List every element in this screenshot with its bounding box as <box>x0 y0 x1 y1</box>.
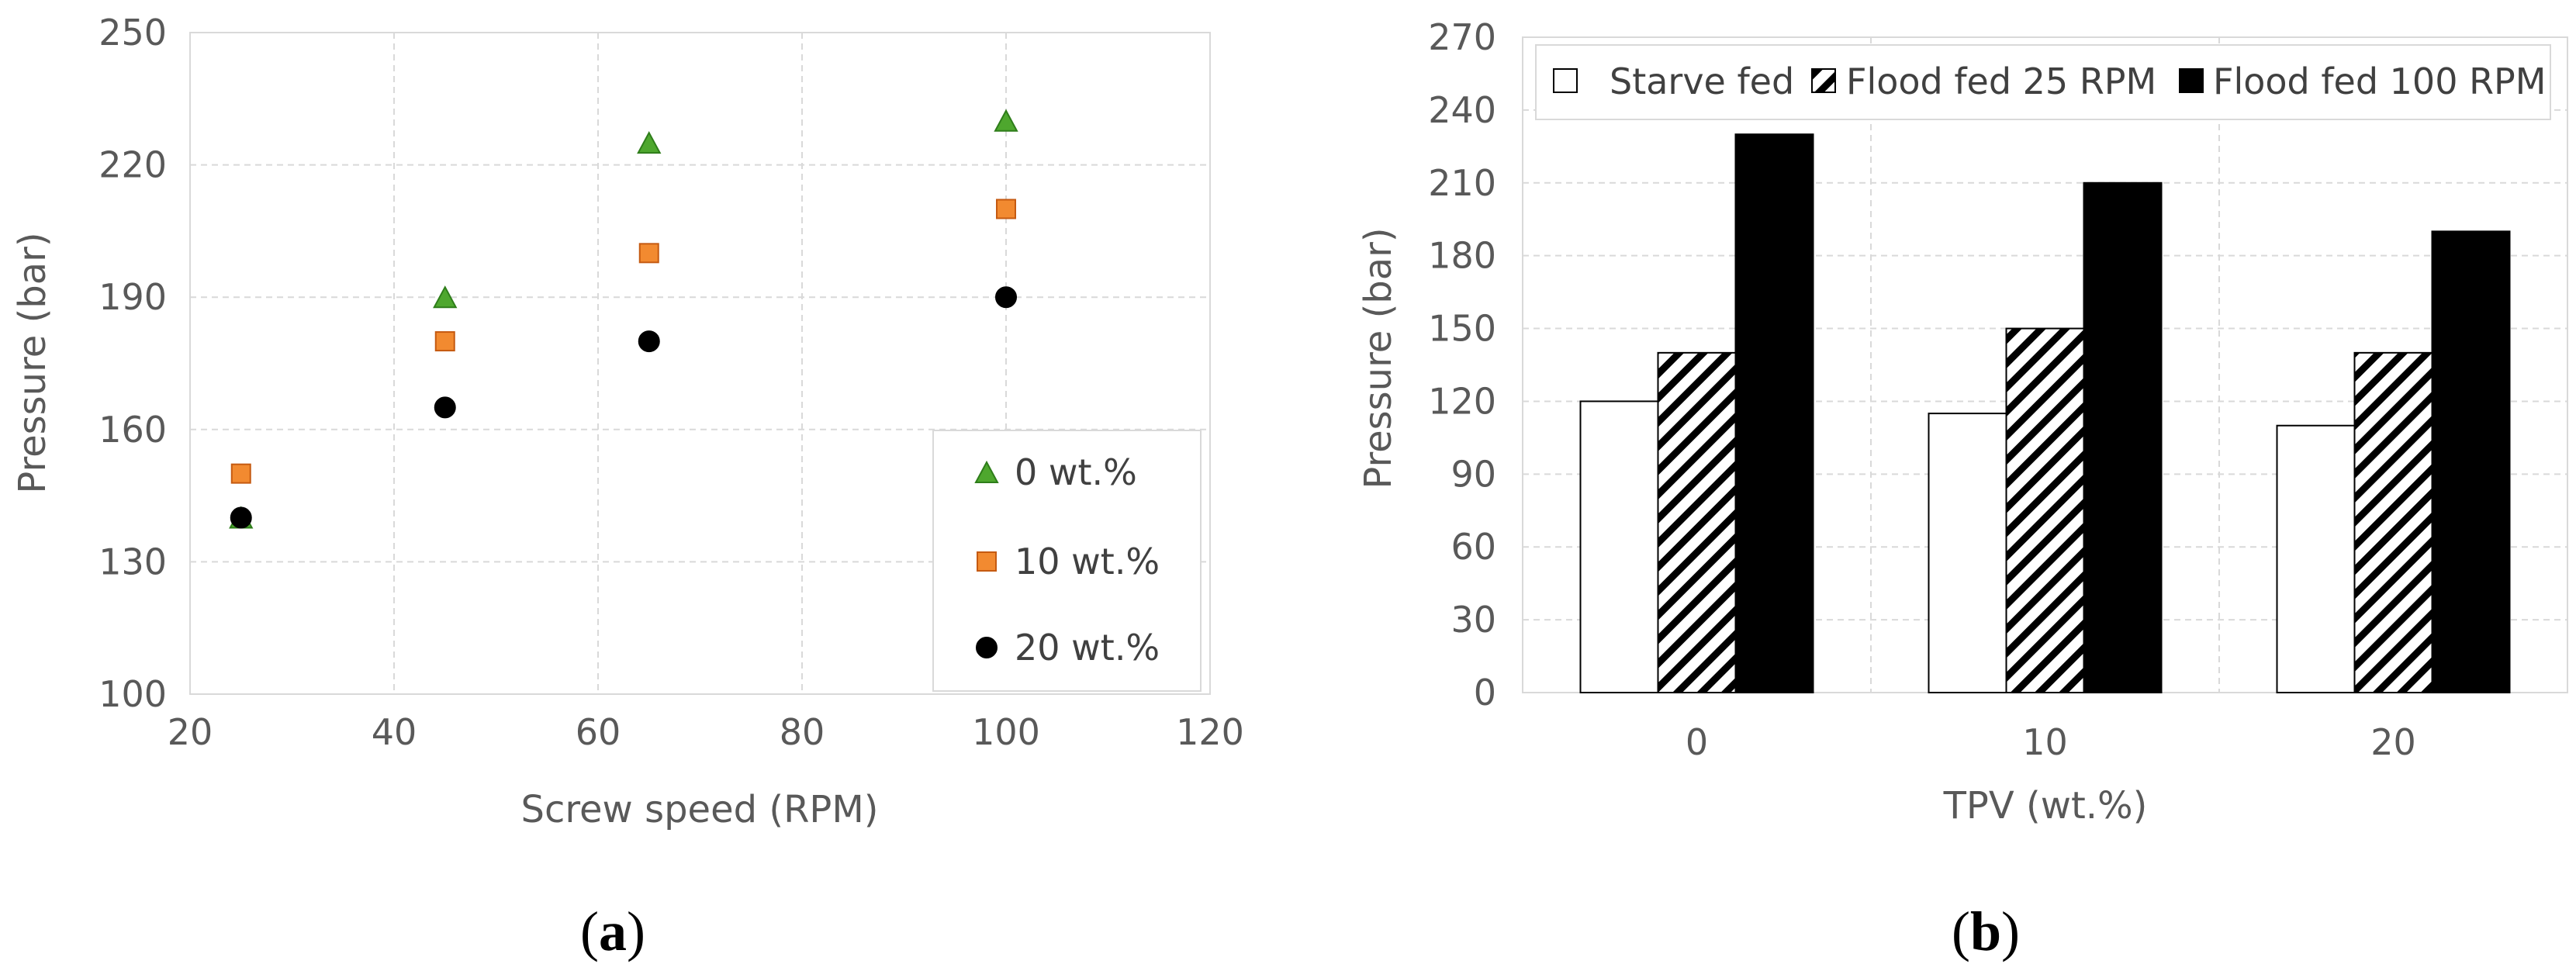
legend-marker-0 <box>974 460 999 483</box>
data-point-series-1 <box>638 243 659 264</box>
y-axis-title-a: Pressure (bar) <box>11 232 54 493</box>
points-a <box>229 109 1018 529</box>
y-tick-label: 240 <box>1428 89 1496 131</box>
x-tick-label: 60 <box>576 711 621 753</box>
x-tick-label: 80 <box>780 711 825 753</box>
data-point-series-0 <box>994 109 1018 132</box>
y-tick-label: 130 <box>99 541 167 582</box>
bar-0-cat-1 <box>1928 413 2007 693</box>
legend-marker-1 <box>977 551 997 572</box>
bar-2-cat-2 <box>2431 230 2511 693</box>
y-tick-label: 0 <box>1474 672 1496 714</box>
y-tick-label: 190 <box>99 276 167 318</box>
y-ticks-b: 0 30 60 90 120 150 180 210 240 270 <box>1428 16 1496 714</box>
legend-box-b <box>1535 44 2551 120</box>
panel-letter-b: b <box>1970 900 2001 962</box>
x-ticks-a: 20 40 60 80 100 120 <box>168 711 1244 753</box>
x-tick-label: 0 <box>1686 721 1708 763</box>
x-tick-label: 120 <box>1176 711 1244 753</box>
data-point-series-0 <box>637 131 662 154</box>
x-tick-label: 20 <box>168 711 213 753</box>
data-point-series-1 <box>996 199 1016 219</box>
x-tick-label: 100 <box>972 711 1040 753</box>
y-tick-label: 160 <box>99 409 167 451</box>
x-tick-label: 20 <box>2370 721 2416 763</box>
x-ticks-b: 0 10 20 <box>1686 721 2416 763</box>
y-tick-label: 180 <box>1428 235 1496 277</box>
bar-1-cat-0 <box>1657 351 1737 693</box>
legend-label-1: 10 wt.% <box>1015 541 1160 582</box>
data-point-series-0 <box>433 285 458 309</box>
legend-label-2: Flood fed 100 RPM <box>2213 60 2546 102</box>
legend-marker-2 <box>976 637 998 658</box>
scatter-chart-a: 100 130 160 190 220 250 20 40 60 80 100 120 Screw … <box>11 12 1244 962</box>
bars-b <box>1579 133 2511 693</box>
legend-label-1: Flood fed 25 RPM <box>1846 60 2156 102</box>
bar-0-cat-2 <box>2276 424 2356 693</box>
y-tick-label: 90 <box>1451 453 1496 495</box>
data-point-series-2 <box>995 286 1017 309</box>
bar-0-cat-0 <box>1579 400 1659 693</box>
x-tick-label: 10 <box>2022 721 2068 763</box>
x-axis-title-b: TPV (wt.%) <box>1943 784 2148 828</box>
y-tick-label: 120 <box>1428 380 1496 422</box>
panel-letter-a: a <box>599 900 627 962</box>
legend-label-0: 0 wt.% <box>1015 451 1137 493</box>
x-tick-label: 40 <box>372 711 417 753</box>
legend-swatch-1 <box>1811 68 1836 93</box>
legend-label-0: Starve fed <box>1610 60 1794 102</box>
panel-label-a: (a) <box>580 900 645 962</box>
y-tick-label: 250 <box>99 12 167 54</box>
y-tick-label: 150 <box>1428 308 1496 350</box>
data-point-series-2 <box>434 396 456 419</box>
y-tick-label: 270 <box>1428 16 1496 58</box>
data-point-series-1 <box>230 463 251 484</box>
y-ticks-a: 100 130 160 190 220 250 <box>99 12 167 715</box>
bar-1-cat-1 <box>2005 327 2085 693</box>
bar-2-cat-1 <box>2083 181 2163 693</box>
data-point-series-1 <box>434 331 455 352</box>
bar-2-cat-0 <box>1734 133 1814 693</box>
data-point-series-2 <box>230 506 252 529</box>
data-point-series-2 <box>638 330 660 353</box>
legend-b: Starve fed Flood fed 25 RPM Flood fed 100 … <box>1535 44 2551 120</box>
y-tick-label: 220 <box>99 144 167 186</box>
panel-label-b: (b) <box>1952 900 2020 962</box>
legend-a: 0 wt.% 10 wt.% 20 wt.% <box>932 430 1202 692</box>
y-tick-label: 210 <box>1428 162 1496 204</box>
y-tick-label: 30 <box>1451 599 1496 641</box>
y-tick-label: 100 <box>99 673 167 715</box>
bar-chart-b: 0 30 60 90 120 150 180 210 240 270 0 10 20 TPV (wt.… <box>1357 16 2568 962</box>
bar-1-cat-2 <box>2353 351 2433 693</box>
y-tick-label: 60 <box>1451 526 1496 568</box>
legend-swatch-2 <box>2179 68 2204 93</box>
y-axis-title-b: Pressure (bar) <box>1357 227 1400 489</box>
x-axis-title-a: Screw speed (RPM) <box>520 788 878 831</box>
legend-label-2: 20 wt.% <box>1015 627 1160 669</box>
legend-swatch-0 <box>1553 68 1578 93</box>
